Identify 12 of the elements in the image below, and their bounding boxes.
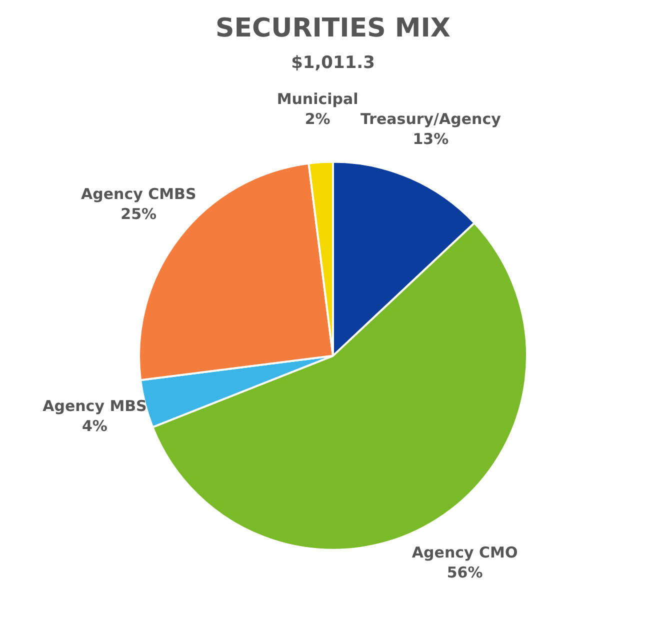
chart-title: SECURITIES MIX xyxy=(216,13,450,44)
data-label: 2% xyxy=(304,110,330,128)
slice-label: Treasury/Agency xyxy=(360,110,502,128)
chart-subtitle: $1,011.3 xyxy=(291,52,375,73)
data-label: 56% xyxy=(446,563,483,582)
slice-label: Agency MBS xyxy=(42,396,147,415)
data-label: 4% xyxy=(82,416,108,435)
slice-label: Municipal xyxy=(276,90,358,108)
slice-label: Agency CMBS xyxy=(80,184,196,203)
data-label: 25% xyxy=(120,204,157,223)
slice-label: Agency CMO xyxy=(412,543,518,562)
data-label: 13% xyxy=(412,130,449,148)
